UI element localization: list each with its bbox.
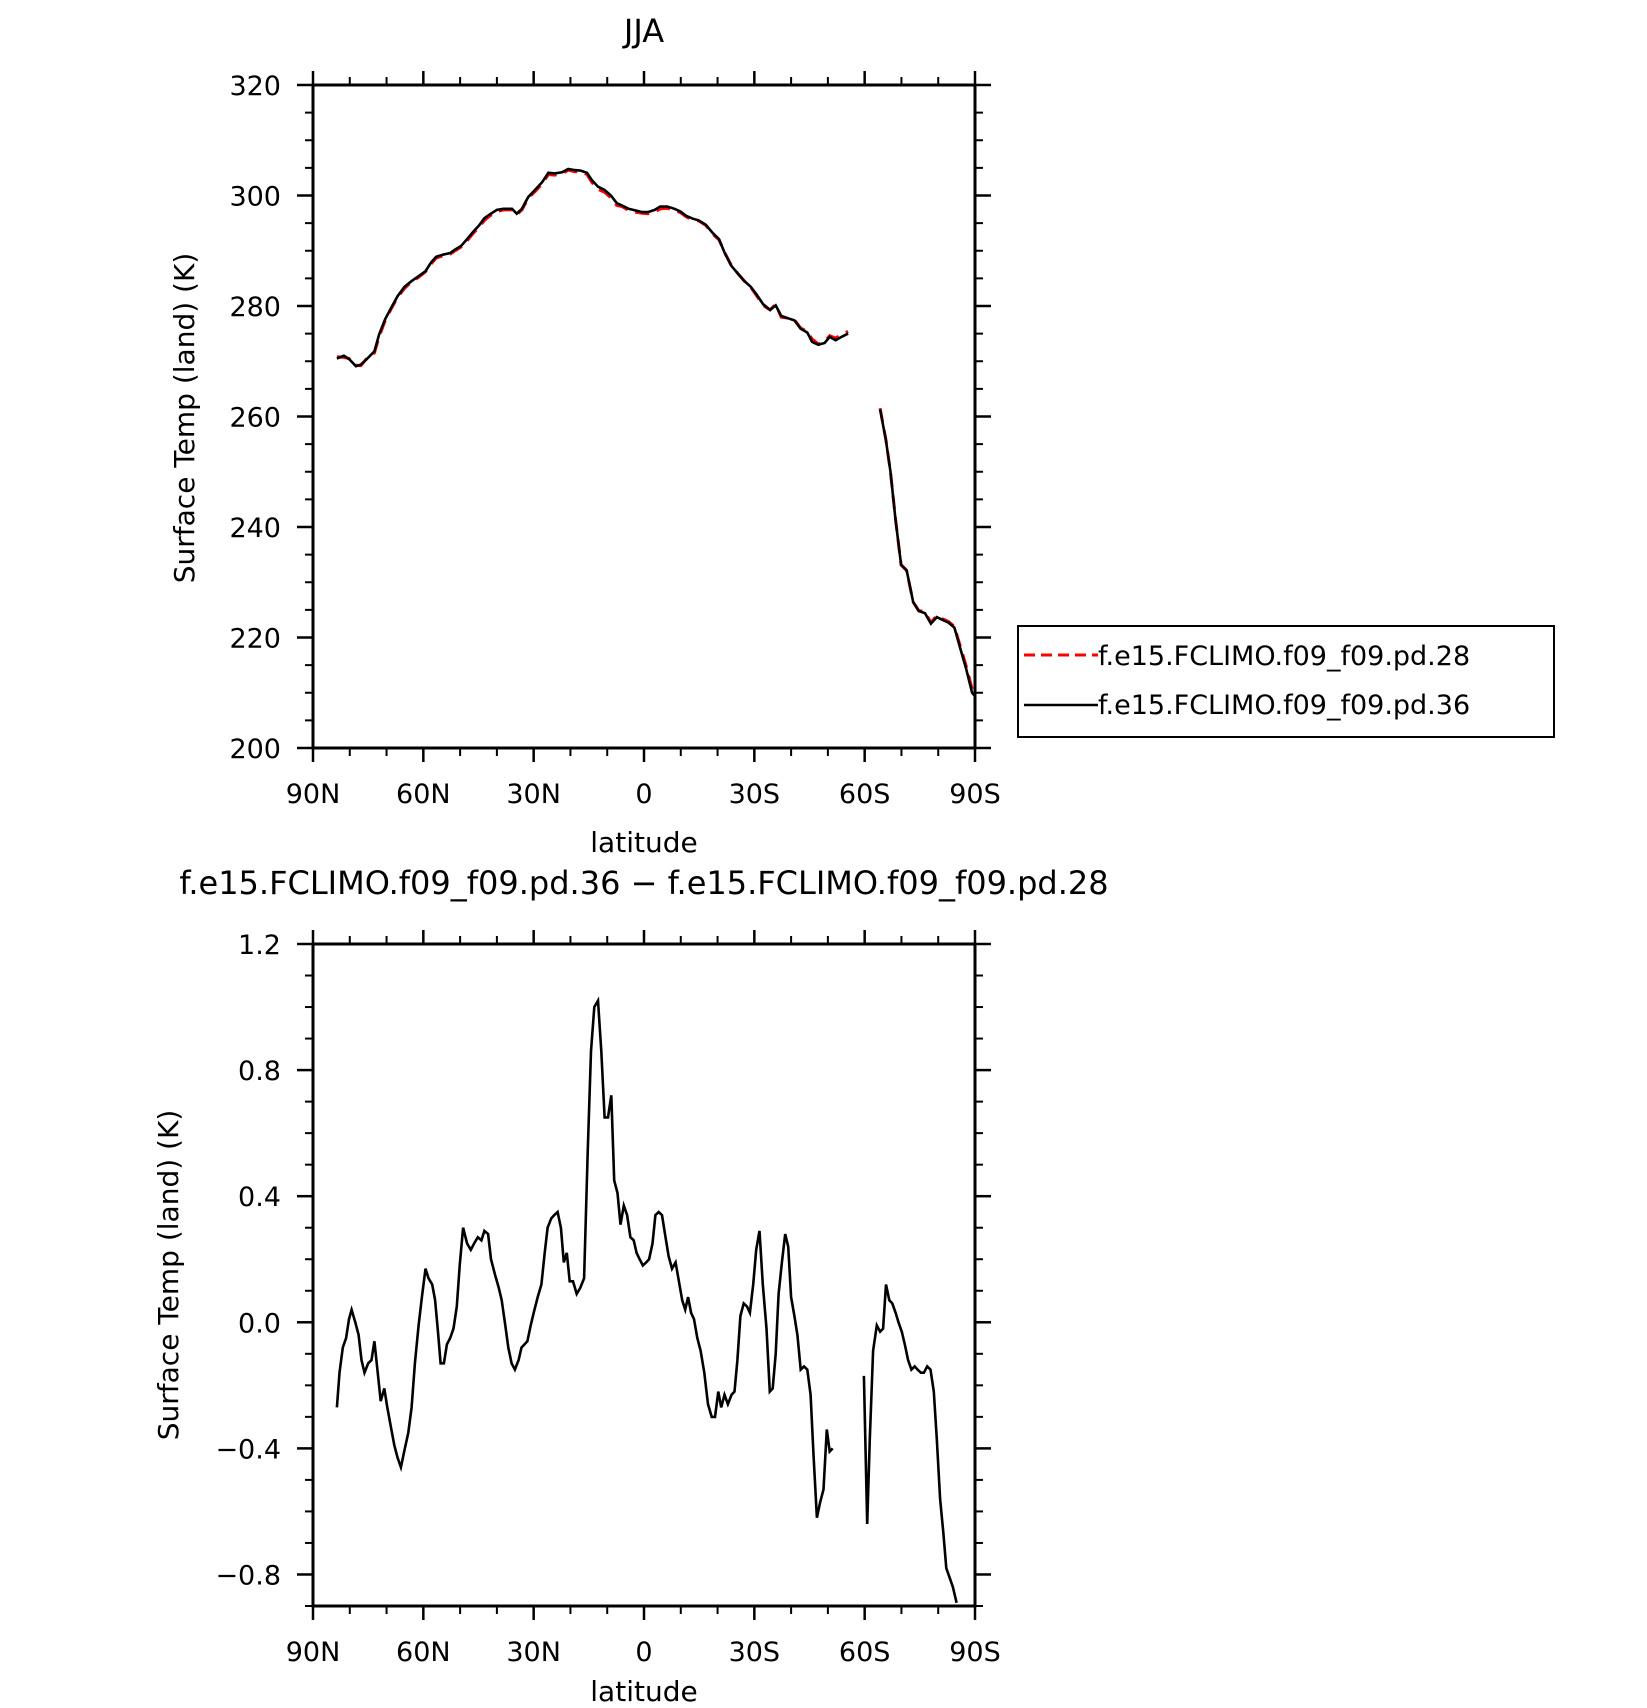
x-tick-label: 30N (506, 1637, 561, 1668)
difference-line-segment-north (335, 996, 834, 1518)
x-tick-label: 60S (839, 1637, 891, 1668)
series-pd36-line-segment-north (336, 167, 849, 368)
top-x-axis-title: latitude (590, 826, 697, 859)
bottom-x-tick-labels: 90N 60N 30N 0 30S 60S 90S (286, 1637, 1001, 1668)
legend-box (1017, 625, 1555, 738)
y-tick-label: 200 (229, 734, 281, 765)
legend-item-pd28: f.e15.FCLIMO.f09_f09.pd.28 (1024, 641, 1470, 672)
y-tick-label: 240 (229, 513, 281, 544)
y-tick-label: −0.8 (215, 1560, 281, 1591)
x-tick-label: 60N (396, 779, 451, 810)
bottom-chart-title: f.e15.FCLIMO.f09_f09.pd.36 − f.e15.FCLIM… (179, 864, 1108, 902)
bottom-chart: f.e15.FCLIMO.f09_f09.pd.36 − f.e15.FCLIM… (152, 864, 1109, 1708)
top-chart-title: JJA (622, 12, 664, 50)
legend-label-pd28: f.e15.FCLIMO.f09_f09.pd.28 (1098, 641, 1470, 672)
x-tick-label: 90N (286, 779, 341, 810)
y-tick-label: 280 (229, 292, 281, 323)
top-tick-marks (297, 71, 991, 762)
x-tick-label: 90S (949, 1637, 1001, 1668)
top-x-tick-labels: 90N 60N 30N 0 30S 60S 90S (286, 779, 1001, 810)
x-tick-label: 30N (506, 779, 561, 810)
x-tick-label: 60N (396, 1637, 451, 1668)
bottom-series-lines (335, 996, 958, 1604)
difference-line-segment-antarctic (862, 1284, 958, 1604)
bottom-x-axis-title: latitude (590, 1675, 697, 1708)
y-tick-label: 1.2 (238, 930, 281, 961)
legend-item-pd36: f.e15.FCLIMO.f09_f09.pd.36 (1024, 690, 1470, 721)
y-tick-label: 300 (229, 182, 281, 213)
x-tick-label: 90S (949, 779, 1001, 810)
bottom-tick-marks (297, 930, 991, 1620)
top-y-tick-labels: 320 300 280 260 240 220 200 (229, 71, 281, 765)
series-pd28-line-segment-north (336, 168, 849, 368)
y-tick-label: 0.4 (238, 1182, 281, 1213)
top-plot-frame (311, 83, 977, 750)
top-chart: JJA 320 300 280 260 240 220 200 90N 60N 30N 0 30S 6… (168, 12, 1555, 859)
bottom-plot-frame (311, 942, 977, 1608)
y-tick-label: −0.4 (215, 1434, 281, 1465)
bottom-y-axis-title: Surface Temp (land) (K) (152, 1110, 185, 1441)
x-tick-label: 0 (635, 1637, 652, 1668)
y-tick-label: 320 (229, 71, 281, 102)
top-y-axis-title: Surface Temp (land) (K) (168, 253, 201, 584)
y-tick-label: 0.0 (238, 1308, 281, 1339)
x-tick-label: 30S (729, 1637, 781, 1668)
legend-label-pd36: f.e15.FCLIMO.f09_f09.pd.36 (1098, 690, 1470, 721)
series-pd36-line-segment-antarctic (878, 409, 975, 697)
top-series-lines (336, 167, 975, 697)
bottom-y-tick-labels: 1.2 0.8 0.4 0.0 −0.4 −0.8 (215, 930, 281, 1591)
x-tick-label: 0 (635, 779, 652, 810)
legend: f.e15.FCLIMO.f09_f09.pd.28 f.e15.FCLIMO.… (1017, 625, 1555, 738)
y-tick-label: 220 (229, 624, 281, 655)
x-tick-label: 30S (729, 779, 781, 810)
y-tick-label: 260 (229, 403, 281, 434)
y-tick-label: 0.8 (238, 1056, 281, 1087)
x-tick-label: 90N (286, 1637, 341, 1668)
x-tick-label: 60S (839, 779, 891, 810)
